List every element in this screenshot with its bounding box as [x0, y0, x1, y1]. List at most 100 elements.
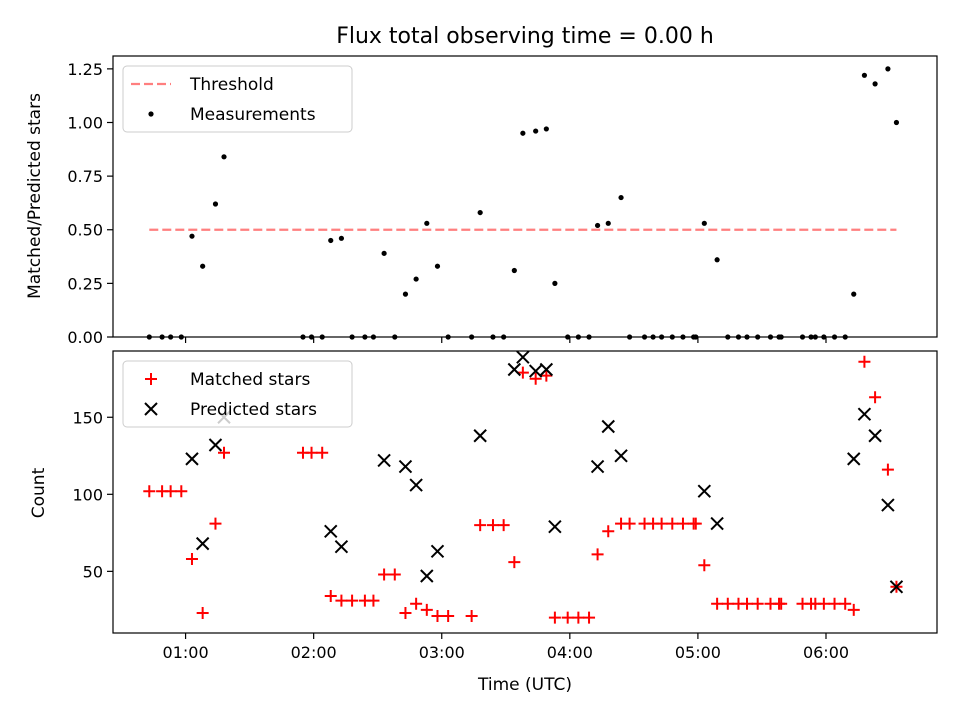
predicted-stars-point — [868, 429, 882, 443]
matched-stars-point — [847, 603, 860, 616]
bottom-legend: Matched stars Predicted stars — [122, 360, 353, 428]
predicted-stars-point — [697, 484, 712, 498]
matched-stars-point — [335, 594, 348, 607]
top-legend: Threshold Measurements — [122, 65, 353, 133]
matched-stars-point — [164, 485, 177, 498]
chart-title: Flux total observing time = 0.00 h — [336, 24, 714, 49]
bottom-y-axis-label: Count — [29, 467, 49, 518]
matched-stars-point — [561, 611, 574, 624]
x-tick-label: 05:00 — [675, 643, 721, 662]
measurement-point — [511, 267, 517, 274]
predicted-stars-point — [473, 429, 487, 443]
matched-stars-point — [858, 355, 871, 368]
measurement-point — [381, 250, 387, 256]
matched-stars-point — [775, 597, 788, 610]
matched-stars-point — [529, 372, 542, 385]
measurement-point — [477, 209, 483, 216]
predicted-stars-point — [548, 519, 562, 534]
legend-marker — [148, 111, 154, 117]
bottom-y-tick-label: 150 — [72, 408, 103, 427]
matched-stars-point — [442, 610, 455, 623]
measurement-point — [189, 233, 195, 239]
measurement-point — [552, 280, 558, 286]
predicted-stars-point — [539, 362, 554, 377]
predicted-stars-point — [847, 452, 861, 466]
matched-stars-point — [583, 611, 596, 624]
matched-stars-point — [410, 597, 423, 610]
bottom-ylabel-wrap: Count — [29, 467, 49, 518]
matched-stars-point — [399, 606, 412, 619]
predicted-stars-point — [516, 350, 530, 364]
measurement-point — [594, 222, 601, 229]
matched-stars-point — [367, 594, 380, 607]
measurement-point — [424, 220, 430, 226]
matched-stars-point — [548, 611, 561, 624]
matched-stars-point — [540, 369, 553, 382]
matched-stars-point — [711, 597, 724, 610]
matched-stars-point — [497, 519, 510, 532]
bottom-y-ticks: 50 100 150 — [72, 408, 113, 581]
matched-stars-point — [316, 446, 329, 459]
predicted-stars-point — [507, 362, 522, 377]
matched-stars-point — [721, 597, 734, 610]
matched-stars-point — [175, 485, 188, 498]
top-y-tick-label: 0.00 — [67, 328, 103, 347]
measurement-point — [212, 201, 219, 207]
matched-stars-point — [689, 517, 702, 530]
measurement-point — [701, 220, 707, 226]
predicted-stars-point — [420, 569, 434, 583]
matched-stars-point — [869, 391, 882, 404]
matched-stars-point — [828, 597, 841, 610]
predicted-stars-point — [334, 539, 349, 554]
matched-stars-point — [751, 597, 764, 610]
measurement-point — [851, 291, 857, 297]
measurement-point — [618, 194, 624, 201]
bottom-y-tick-label: 50 — [83, 562, 103, 581]
matched-stars-point — [324, 590, 337, 603]
matched-stars-point — [420, 603, 433, 616]
top-axes-frame — [112, 55, 938, 338]
matched-stars-point — [655, 517, 668, 530]
top-y-tick-label: 1.25 — [67, 60, 103, 79]
x-tick-label: 06:00 — [803, 643, 849, 662]
top-y-tick-label: 0.25 — [67, 274, 103, 293]
matched-stars-point — [185, 553, 198, 566]
matched-stars-point — [388, 568, 401, 581]
measurement-point — [328, 237, 334, 244]
predicted-stars-point — [398, 459, 413, 474]
matched-stars-point — [474, 519, 487, 532]
predicted-stars-point — [377, 453, 391, 468]
measurement-point — [434, 263, 441, 269]
legend-label: Measurements — [190, 105, 316, 125]
predicted-stars-point — [409, 478, 423, 492]
measurement-point — [861, 72, 868, 78]
matched-stars-point — [431, 610, 444, 623]
measurement-point — [885, 66, 891, 72]
x-tick-label: 04:00 — [547, 643, 593, 662]
legend-label: Threshold — [189, 75, 274, 95]
matched-stars-point — [817, 597, 830, 610]
legend-marker — [145, 373, 157, 385]
matched-stars-point — [666, 517, 679, 530]
predicted-stars-point — [889, 580, 904, 594]
top-legend-frame — [122, 65, 353, 133]
bottom-legend-frame — [122, 360, 353, 428]
matched-stars-point — [516, 366, 529, 379]
legend-label: Matched stars — [190, 370, 310, 390]
matched-stars-point — [209, 517, 222, 530]
legend-label: Predicted stars — [190, 400, 317, 420]
measurement-point — [520, 130, 526, 136]
top-y-axis-label: Matched/Predicted stars — [25, 93, 45, 299]
matched-stars-point — [378, 568, 391, 581]
matched-stars-point — [305, 446, 318, 459]
matched-stars-point — [572, 611, 585, 624]
bottom-x-ticks: 01:00 02:00 03:00 04:00 05:00 06:00 — [163, 633, 849, 662]
bottom-plot-area — [143, 350, 904, 624]
top-y-ticks: 0.00 0.25 0.50 0.75 1.00 1.25 — [67, 60, 113, 347]
measurement-point — [533, 128, 539, 134]
matched-stars-point — [881, 463, 894, 476]
measurement-point — [893, 119, 900, 126]
predicted-stars-point — [710, 516, 724, 531]
predicted-stars-point — [185, 452, 199, 466]
